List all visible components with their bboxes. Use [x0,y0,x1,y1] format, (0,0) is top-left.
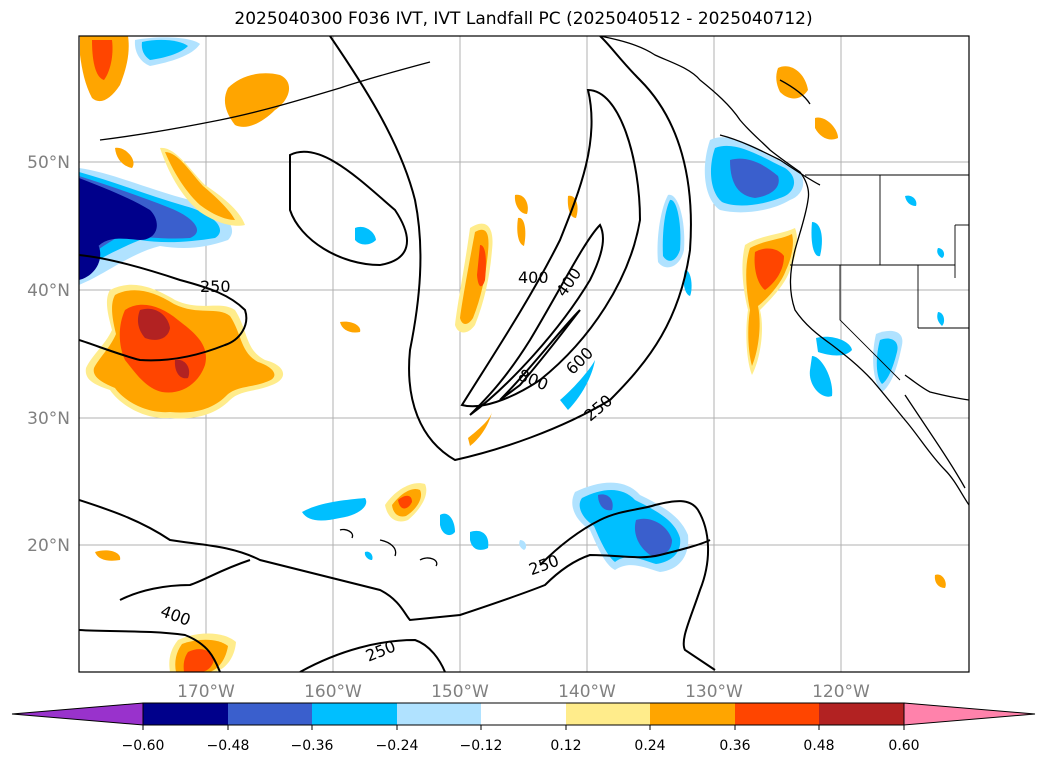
colorbar-tick: 0.48 [803,738,834,754]
contour-label: 400 [158,601,193,629]
lon-label-170w: 170°W [177,682,235,702]
state-borders [790,174,969,381]
ivt-contours [79,36,716,672]
coastlines [99,36,969,567]
colorbar-tick: −0.36 [291,738,334,754]
colorbar-tick: 0.12 [550,738,581,754]
lon-label-150w: 150°W [431,682,489,702]
map-frame [78,35,970,673]
colorbar-tick: −0.48 [207,738,250,754]
colorbar: −0.60 −0.48 −0.36 −0.24 −0.12 0.12 0.24 … [11,702,1036,754]
lon-label-140w: 140°W [558,682,616,702]
lat-label-20n: 20°N [27,536,70,556]
colorbar-tick: −0.24 [376,738,419,754]
contour-label: 250 [200,277,231,296]
colorbar-segment [397,703,481,725]
colorbar-segment [650,703,735,725]
lon-label-120w: 120°W [812,682,870,702]
lat-label-40n: 40°N [27,281,70,301]
colorbar-tick: −0.60 [122,738,165,754]
colorbar-segment [481,703,566,725]
lon-label-130w: 130°W [685,682,743,702]
colorbar-tick: 0.24 [634,738,665,754]
colorbar-segment [228,703,312,725]
colorbar-extend-high [903,702,1036,726]
map-area: 250 400 400 600 800 250 250 400 250 [79,36,969,672]
colorbar-segment [735,703,819,725]
colorbar-tick: 0.36 [719,738,750,754]
negative-anomaly-patches [79,37,945,572]
colorbar-segment [143,703,228,725]
contour-label: 800 [515,365,550,394]
positive-anomaly-patches [80,36,946,672]
latitude-labels: 50°N 40°N 30°N 20°N [27,153,70,556]
contour-label: 600 [562,343,597,378]
colorbar-extend-low [11,702,144,726]
lon-label-160w: 160°W [304,682,362,702]
colorbar-segment [819,703,904,725]
colorbar-segment [312,703,397,725]
contour-label: 250 [581,391,617,425]
colorbar-tick: −0.12 [460,738,503,754]
longitude-labels: 170°W 160°W 150°W 140°W 130°W 120°W [177,682,870,702]
contour-label: 400 [518,268,549,287]
colorbar-tick: 0.60 [888,738,919,754]
colorbar-segment [566,703,650,725]
lat-label-50n: 50°N [27,153,70,173]
lat-label-30n: 30°N [27,409,70,429]
map-title: 2025040300 F036 IVT, IVT Landfall PC (20… [234,9,813,29]
